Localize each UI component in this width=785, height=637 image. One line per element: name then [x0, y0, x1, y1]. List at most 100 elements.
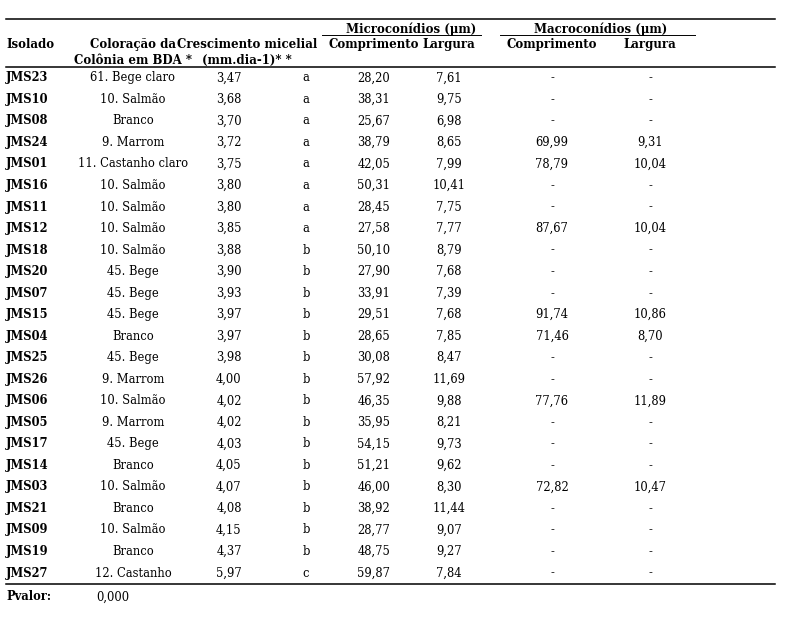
Text: b: b: [302, 287, 310, 299]
Text: 50,31: 50,31: [357, 179, 390, 192]
Text: 25,67: 25,67: [357, 115, 390, 127]
Text: 87,67: 87,67: [535, 222, 568, 235]
Text: 4,37: 4,37: [216, 545, 242, 558]
Text: b: b: [302, 416, 310, 429]
Text: 72,82: 72,82: [535, 480, 568, 494]
Text: 4,02: 4,02: [216, 416, 242, 429]
Text: 9,75: 9,75: [436, 93, 462, 106]
Text: a: a: [302, 93, 309, 106]
Text: Branco: Branco: [112, 330, 154, 343]
Text: 28,45: 28,45: [358, 201, 390, 213]
Text: a: a: [302, 179, 309, 192]
Text: 10. Salmão: 10. Salmão: [100, 243, 166, 257]
Text: Branco: Branco: [112, 115, 154, 127]
Text: b: b: [302, 308, 310, 321]
Text: 3,98: 3,98: [216, 351, 242, 364]
Text: JMS18: JMS18: [6, 243, 49, 257]
Text: Largura: Largura: [422, 38, 476, 51]
Text: 10. Salmão: 10. Salmão: [100, 524, 166, 536]
Text: 9,27: 9,27: [436, 545, 462, 558]
Text: 7,77: 7,77: [436, 222, 462, 235]
Text: 28,65: 28,65: [358, 330, 390, 343]
Text: 3,88: 3,88: [217, 243, 242, 257]
Text: JMS14: JMS14: [6, 459, 49, 472]
Text: JMS11: JMS11: [6, 201, 49, 213]
Text: 7,68: 7,68: [436, 308, 462, 321]
Text: 7,68: 7,68: [436, 265, 462, 278]
Text: -: -: [550, 373, 554, 386]
Text: Macroconídios (µm): Macroconídios (µm): [535, 22, 667, 36]
Text: 7,61: 7,61: [436, 71, 462, 84]
Text: -: -: [550, 243, 554, 257]
Text: -: -: [648, 351, 652, 364]
Text: Coloração da
Colônia em BDA *: Coloração da Colônia em BDA *: [74, 38, 192, 67]
Text: 45. Bege: 45. Bege: [107, 265, 159, 278]
Text: -: -: [648, 243, 652, 257]
Text: JMS25: JMS25: [6, 351, 49, 364]
Text: 10. Salmão: 10. Salmão: [100, 480, 166, 494]
Text: 35,95: 35,95: [357, 416, 390, 429]
Text: -: -: [550, 115, 554, 127]
Text: JMS10: JMS10: [6, 93, 49, 106]
Text: a: a: [302, 115, 309, 127]
Text: 8,65: 8,65: [436, 136, 462, 149]
Text: JMS08: JMS08: [6, 115, 49, 127]
Text: -: -: [550, 71, 554, 84]
Text: 28,77: 28,77: [357, 524, 390, 536]
Text: 11. Castanho claro: 11. Castanho claro: [78, 157, 188, 171]
Text: 38,31: 38,31: [358, 93, 390, 106]
Text: b: b: [302, 480, 310, 494]
Text: b: b: [302, 459, 310, 472]
Text: 10. Salmão: 10. Salmão: [100, 222, 166, 235]
Text: -: -: [550, 287, 554, 299]
Text: a: a: [302, 157, 309, 171]
Text: 29,51: 29,51: [357, 308, 390, 321]
Text: 8,21: 8,21: [436, 416, 462, 429]
Text: -: -: [550, 459, 554, 472]
Text: JMS27: JMS27: [6, 566, 49, 580]
Text: Comprimento: Comprimento: [507, 38, 597, 51]
Text: a: a: [302, 201, 309, 213]
Text: 3,75: 3,75: [216, 157, 242, 171]
Text: 42,05: 42,05: [357, 157, 390, 171]
Text: 71,46: 71,46: [535, 330, 568, 343]
Text: 10. Salmão: 10. Salmão: [100, 179, 166, 192]
Text: 3,93: 3,93: [216, 287, 242, 299]
Text: -: -: [648, 438, 652, 450]
Text: 11,89: 11,89: [633, 394, 666, 407]
Text: 0,000: 0,000: [97, 590, 130, 603]
Text: 3,47: 3,47: [216, 71, 242, 84]
Text: b: b: [302, 330, 310, 343]
Text: 4,07: 4,07: [216, 480, 242, 494]
Text: 12. Castanho: 12. Castanho: [95, 566, 171, 580]
Text: -: -: [550, 545, 554, 558]
Text: JMS19: JMS19: [6, 545, 49, 558]
Text: 33,91: 33,91: [357, 287, 390, 299]
Text: 8,47: 8,47: [436, 351, 462, 364]
Text: 4,00: 4,00: [216, 373, 242, 386]
Text: 10,41: 10,41: [433, 179, 466, 192]
Text: 9,88: 9,88: [436, 394, 462, 407]
Text: 10. Salmão: 10. Salmão: [100, 201, 166, 213]
Text: 3,80: 3,80: [216, 201, 242, 213]
Text: Branco: Branco: [112, 545, 154, 558]
Text: -: -: [648, 373, 652, 386]
Text: 46,00: 46,00: [357, 480, 390, 494]
Text: -: -: [648, 201, 652, 213]
Text: 48,75: 48,75: [357, 545, 390, 558]
Text: 27,90: 27,90: [357, 265, 390, 278]
Text: 7,99: 7,99: [436, 157, 462, 171]
Text: b: b: [302, 265, 310, 278]
Text: 9,73: 9,73: [436, 438, 462, 450]
Text: 77,76: 77,76: [535, 394, 568, 407]
Text: 10,86: 10,86: [633, 308, 666, 321]
Text: 9. Marrom: 9. Marrom: [102, 373, 164, 386]
Text: 4,15: 4,15: [216, 524, 242, 536]
Text: 30,08: 30,08: [357, 351, 390, 364]
Text: 3,97: 3,97: [216, 330, 242, 343]
Text: a: a: [302, 136, 309, 149]
Text: Branco: Branco: [112, 502, 154, 515]
Text: -: -: [550, 524, 554, 536]
Text: JMS17: JMS17: [6, 438, 49, 450]
Text: 28,20: 28,20: [358, 71, 390, 84]
